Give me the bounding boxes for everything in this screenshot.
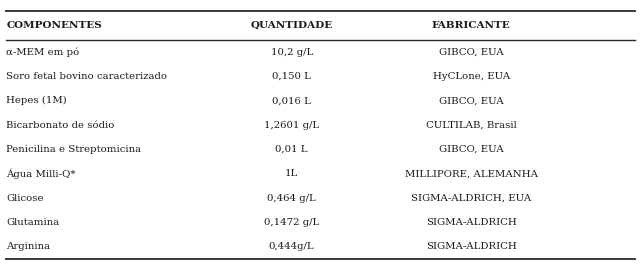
Text: GIBCO, EUA: GIBCO, EUA bbox=[438, 48, 504, 57]
Text: Penicilina e Streptomicina: Penicilina e Streptomicina bbox=[6, 145, 142, 154]
Text: MILLIPORE, ALEMANHA: MILLIPORE, ALEMANHA bbox=[404, 169, 538, 178]
Text: 0,444g/L: 0,444g/L bbox=[269, 242, 315, 251]
Text: SIGMA-ALDRICH: SIGMA-ALDRICH bbox=[426, 242, 517, 251]
Text: Soro fetal bovino caracterizado: Soro fetal bovino caracterizado bbox=[6, 72, 167, 81]
Text: 0,464 g/L: 0,464 g/L bbox=[267, 194, 316, 203]
Text: 1L: 1L bbox=[285, 169, 298, 178]
Text: CULTILAB, Brasil: CULTILAB, Brasil bbox=[426, 121, 517, 130]
Text: 0,01 L: 0,01 L bbox=[276, 145, 308, 154]
Text: QUANTIDADE: QUANTIDADE bbox=[251, 21, 333, 30]
Text: Bicarbonato de sódio: Bicarbonato de sódio bbox=[6, 121, 115, 130]
Text: HyCLone, EUA: HyCLone, EUA bbox=[433, 72, 510, 81]
Text: Água Milli-Q*: Água Milli-Q* bbox=[6, 168, 76, 179]
Text: GIBCO, EUA: GIBCO, EUA bbox=[438, 145, 504, 154]
Text: COMPONENTES: COMPONENTES bbox=[6, 21, 102, 30]
Text: 1,2601 g/L: 1,2601 g/L bbox=[264, 121, 319, 130]
Text: Glutamina: Glutamina bbox=[6, 218, 60, 227]
Text: 10,2 g/L: 10,2 g/L bbox=[271, 48, 313, 57]
Text: FABRICANTE: FABRICANTE bbox=[432, 21, 510, 30]
Text: 0,016 L: 0,016 L bbox=[272, 96, 311, 105]
Text: GIBCO, EUA: GIBCO, EUA bbox=[438, 96, 504, 105]
Text: Arginina: Arginina bbox=[6, 242, 51, 251]
Text: SIGMA-ALDRICH, EUA: SIGMA-ALDRICH, EUA bbox=[411, 194, 531, 203]
Text: 0,150 L: 0,150 L bbox=[272, 72, 311, 81]
Text: Glicose: Glicose bbox=[6, 194, 44, 203]
Text: Hepes (1M): Hepes (1M) bbox=[6, 96, 67, 105]
Text: α-MEM em pó: α-MEM em pó bbox=[6, 48, 79, 57]
Text: SIGMA-ALDRICH: SIGMA-ALDRICH bbox=[426, 218, 517, 227]
Text: 0,1472 g/L: 0,1472 g/L bbox=[264, 218, 319, 227]
